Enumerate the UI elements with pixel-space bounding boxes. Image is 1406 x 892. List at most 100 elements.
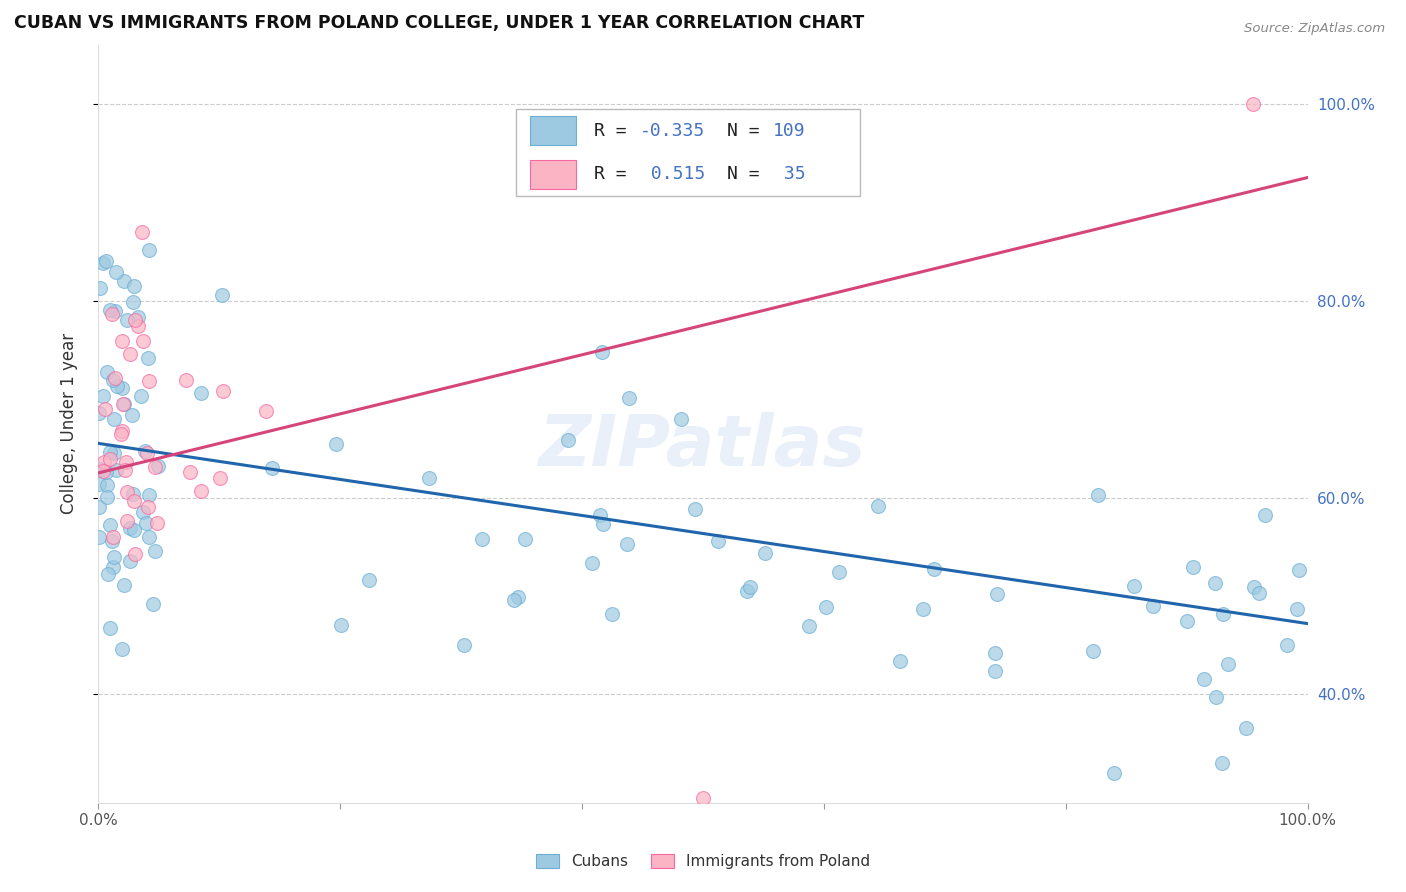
Point [105, 462, 128, 476]
Point [127, 319, 149, 334]
Point [330, 617, 353, 632]
FancyBboxPatch shape [530, 160, 576, 189]
Point [1122, 579, 1144, 593]
Point [89, 500, 111, 515]
Text: -0.335: -0.335 [640, 122, 706, 140]
FancyBboxPatch shape [530, 117, 576, 145]
Point [103, 549, 125, 564]
Point [89, 461, 111, 475]
Point [471, 532, 494, 546]
Point [115, 514, 138, 528]
Point [1205, 690, 1227, 704]
Point [591, 344, 613, 359]
Point [1212, 607, 1234, 621]
Point [100, 621, 122, 635]
Point [262, 461, 284, 475]
Point [105, 264, 128, 278]
Point [91, 464, 114, 478]
Point [100, 452, 122, 467]
Point [111, 334, 134, 348]
Point [105, 378, 128, 392]
Point [111, 642, 134, 657]
Point [138, 530, 160, 544]
Point [616, 537, 638, 551]
Point [98, 302, 121, 317]
Point [190, 484, 212, 499]
Point [325, 436, 347, 450]
Point [557, 433, 579, 447]
Point [138, 374, 160, 388]
Point [211, 288, 233, 302]
Point [136, 445, 159, 459]
Point [754, 546, 776, 560]
Point [588, 508, 610, 523]
Point [91, 255, 114, 269]
Point [1204, 575, 1226, 590]
Point [1234, 721, 1257, 735]
Point [146, 458, 169, 473]
Text: Source: ZipAtlas.com: Source: ZipAtlas.com [1244, 22, 1385, 36]
Point [503, 592, 526, 607]
Point [1142, 599, 1164, 613]
Point [101, 533, 124, 548]
Point [96, 490, 118, 504]
Point [104, 370, 127, 384]
Point [1175, 614, 1198, 628]
Point [592, 516, 614, 531]
Point [138, 244, 160, 258]
FancyBboxPatch shape [516, 109, 860, 196]
Point [211, 384, 233, 398]
Point [1254, 508, 1277, 522]
Point [515, 532, 537, 546]
Point [103, 304, 125, 318]
Point [692, 790, 714, 805]
Point [112, 397, 135, 411]
Point [110, 427, 132, 442]
Point [707, 533, 730, 548]
Text: N =: N = [727, 122, 770, 140]
Point [145, 516, 167, 531]
Point [142, 597, 165, 611]
Point [143, 460, 166, 475]
Point [112, 274, 135, 288]
Point [132, 505, 155, 519]
Point [112, 397, 135, 411]
Point [94, 465, 117, 479]
Point [89, 477, 111, 491]
Point [1275, 638, 1298, 652]
Point [254, 403, 277, 417]
Point [120, 554, 142, 568]
Point [209, 471, 232, 485]
Point [118, 521, 141, 535]
Point [122, 523, 145, 537]
Point [738, 580, 761, 594]
Point [135, 516, 157, 531]
Text: 109: 109 [773, 122, 806, 140]
Point [118, 347, 141, 361]
Point [122, 487, 145, 501]
Point [101, 307, 124, 321]
Text: N =: N = [727, 165, 782, 184]
Point [1182, 560, 1205, 574]
Point [453, 638, 475, 652]
Text: R =: R = [595, 165, 648, 184]
Point [683, 501, 706, 516]
Point [617, 391, 640, 405]
Text: CUBAN VS IMMIGRANTS FROM POLAND COLLEGE, UNDER 1 YEAR CORRELATION CHART: CUBAN VS IMMIGRANTS FROM POLAND COLLEGE,… [14, 14, 865, 32]
Point [97, 567, 120, 582]
Point [983, 664, 1005, 678]
Point [508, 591, 530, 605]
Point [1192, 672, 1215, 686]
Point [581, 556, 603, 570]
Point [1247, 586, 1270, 600]
Point [124, 547, 146, 561]
Text: ZIPatlas: ZIPatlas [540, 412, 866, 481]
Point [124, 313, 146, 327]
Point [89, 406, 111, 420]
Point [922, 562, 945, 576]
Point [91, 389, 114, 403]
Point [866, 499, 889, 513]
Point [1243, 580, 1265, 594]
Point [911, 601, 934, 615]
Point [115, 313, 138, 327]
